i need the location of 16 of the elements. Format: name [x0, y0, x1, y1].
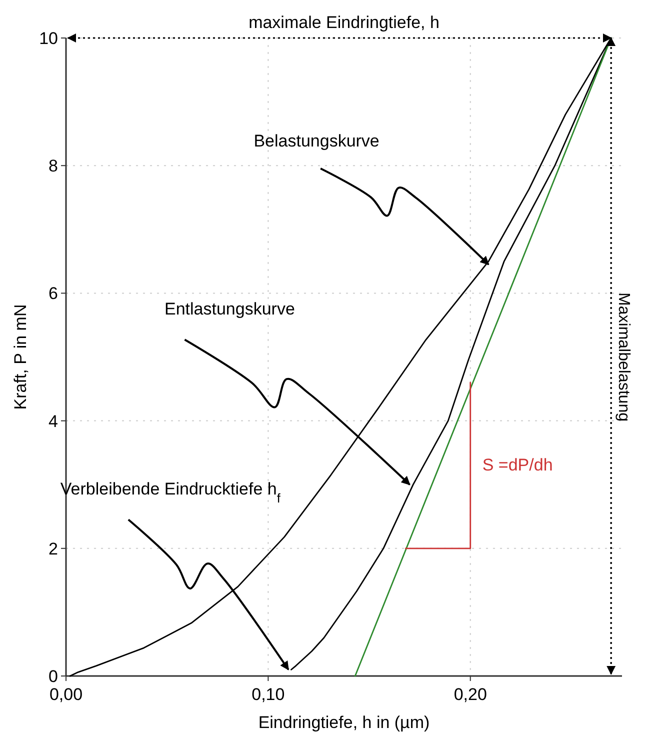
y-tick-label: 0 — [48, 666, 58, 686]
annotation: Entlastungskurve — [164, 300, 295, 319]
x-tick-label: 0,00 — [49, 685, 83, 704]
y-tick-label: 4 — [48, 412, 58, 431]
annotation: Belastungskurve — [254, 131, 380, 150]
y-tick-label: 10 — [39, 28, 58, 48]
x-axis-title: Eindringtiefe, h in (µm) — [258, 713, 430, 732]
y-axis-title: Kraft, P in mN — [11, 304, 30, 410]
y-tick-label: 6 — [48, 284, 58, 304]
x-tick-label: 0,10 — [252, 685, 285, 704]
ref-line-label: maximale Eindringtiefe, h — [248, 13, 440, 32]
x-tick-label: 0,20 — [454, 685, 487, 704]
annotation: S =dP/dh — [482, 455, 553, 474]
y-tick-label: 8 — [48, 156, 58, 176]
y-tick-label: 2 — [48, 539, 58, 558]
ref-line-label: Maximalbelastung — [615, 292, 632, 422]
